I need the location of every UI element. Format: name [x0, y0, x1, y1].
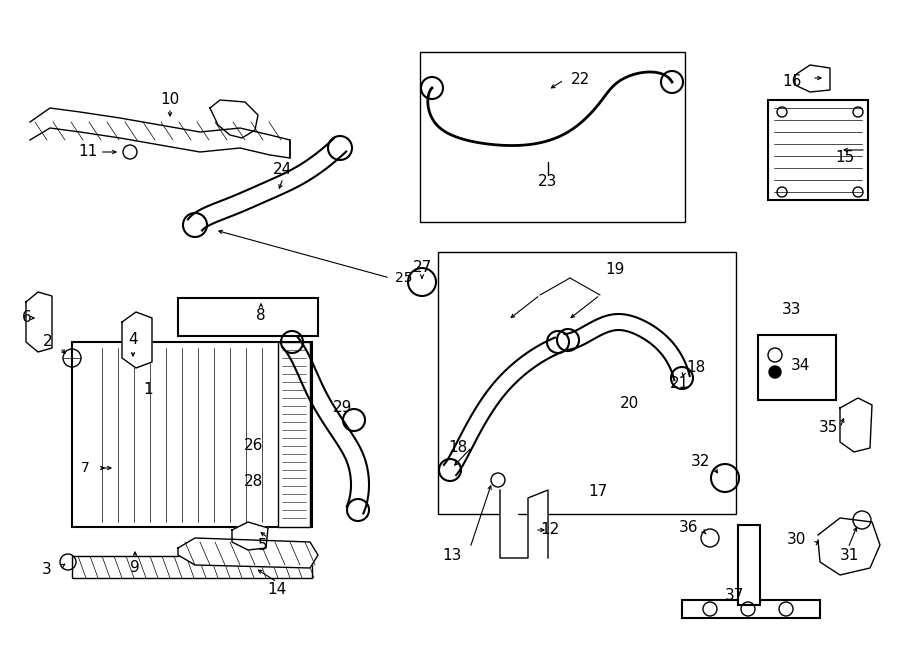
Bar — [420, 52, 685, 222]
Text: 20: 20 — [620, 395, 639, 410]
Text: 32: 32 — [690, 455, 710, 469]
Text: 30: 30 — [787, 533, 806, 547]
Text: 36: 36 — [679, 520, 698, 535]
Text: 1: 1 — [143, 383, 153, 397]
Text: 3: 3 — [42, 563, 52, 578]
Text: 26: 26 — [244, 438, 263, 453]
Polygon shape — [122, 312, 152, 368]
Polygon shape — [840, 398, 872, 452]
Text: 2: 2 — [42, 334, 52, 350]
Text: 25: 25 — [395, 271, 412, 285]
Bar — [72, 556, 312, 578]
Text: 18: 18 — [449, 440, 468, 455]
Text: 6: 6 — [22, 311, 32, 325]
Bar — [72, 342, 312, 527]
Polygon shape — [178, 538, 318, 568]
Bar — [758, 335, 836, 400]
Text: 35: 35 — [819, 420, 838, 436]
Text: 8: 8 — [256, 309, 266, 323]
Text: 9: 9 — [130, 561, 140, 576]
Text: 14: 14 — [267, 582, 286, 598]
Text: 33: 33 — [782, 303, 802, 317]
Text: 24: 24 — [274, 163, 292, 178]
Text: 27: 27 — [412, 260, 432, 276]
Text: 22: 22 — [571, 73, 590, 87]
Polygon shape — [500, 490, 548, 558]
Text: 17: 17 — [589, 485, 608, 500]
Text: 18: 18 — [686, 360, 706, 375]
Text: 13: 13 — [443, 547, 462, 563]
Text: 16: 16 — [783, 75, 802, 89]
Bar — [278, 342, 310, 527]
Circle shape — [769, 366, 781, 378]
Polygon shape — [26, 292, 52, 352]
Text: 12: 12 — [540, 522, 559, 537]
Text: 23: 23 — [538, 175, 558, 190]
Text: 21: 21 — [670, 375, 689, 391]
Bar — [178, 298, 318, 336]
Text: 19: 19 — [606, 262, 625, 278]
Text: 5: 5 — [258, 537, 267, 553]
Bar — [438, 252, 736, 514]
Text: 4: 4 — [128, 332, 138, 348]
Polygon shape — [232, 522, 268, 550]
Text: 7: 7 — [81, 461, 90, 475]
Text: 29: 29 — [333, 401, 352, 416]
Text: 10: 10 — [160, 93, 180, 108]
Bar — [738, 525, 760, 605]
Polygon shape — [210, 100, 258, 138]
Text: 34: 34 — [790, 358, 810, 373]
Text: 31: 31 — [840, 547, 860, 563]
Text: 37: 37 — [725, 588, 744, 602]
Text: 11: 11 — [78, 145, 97, 159]
Polygon shape — [795, 65, 830, 92]
Polygon shape — [818, 518, 880, 575]
Text: 28: 28 — [244, 475, 263, 490]
Bar — [768, 100, 868, 200]
Text: 15: 15 — [835, 151, 854, 165]
Polygon shape — [30, 108, 290, 158]
Bar — [682, 600, 820, 618]
